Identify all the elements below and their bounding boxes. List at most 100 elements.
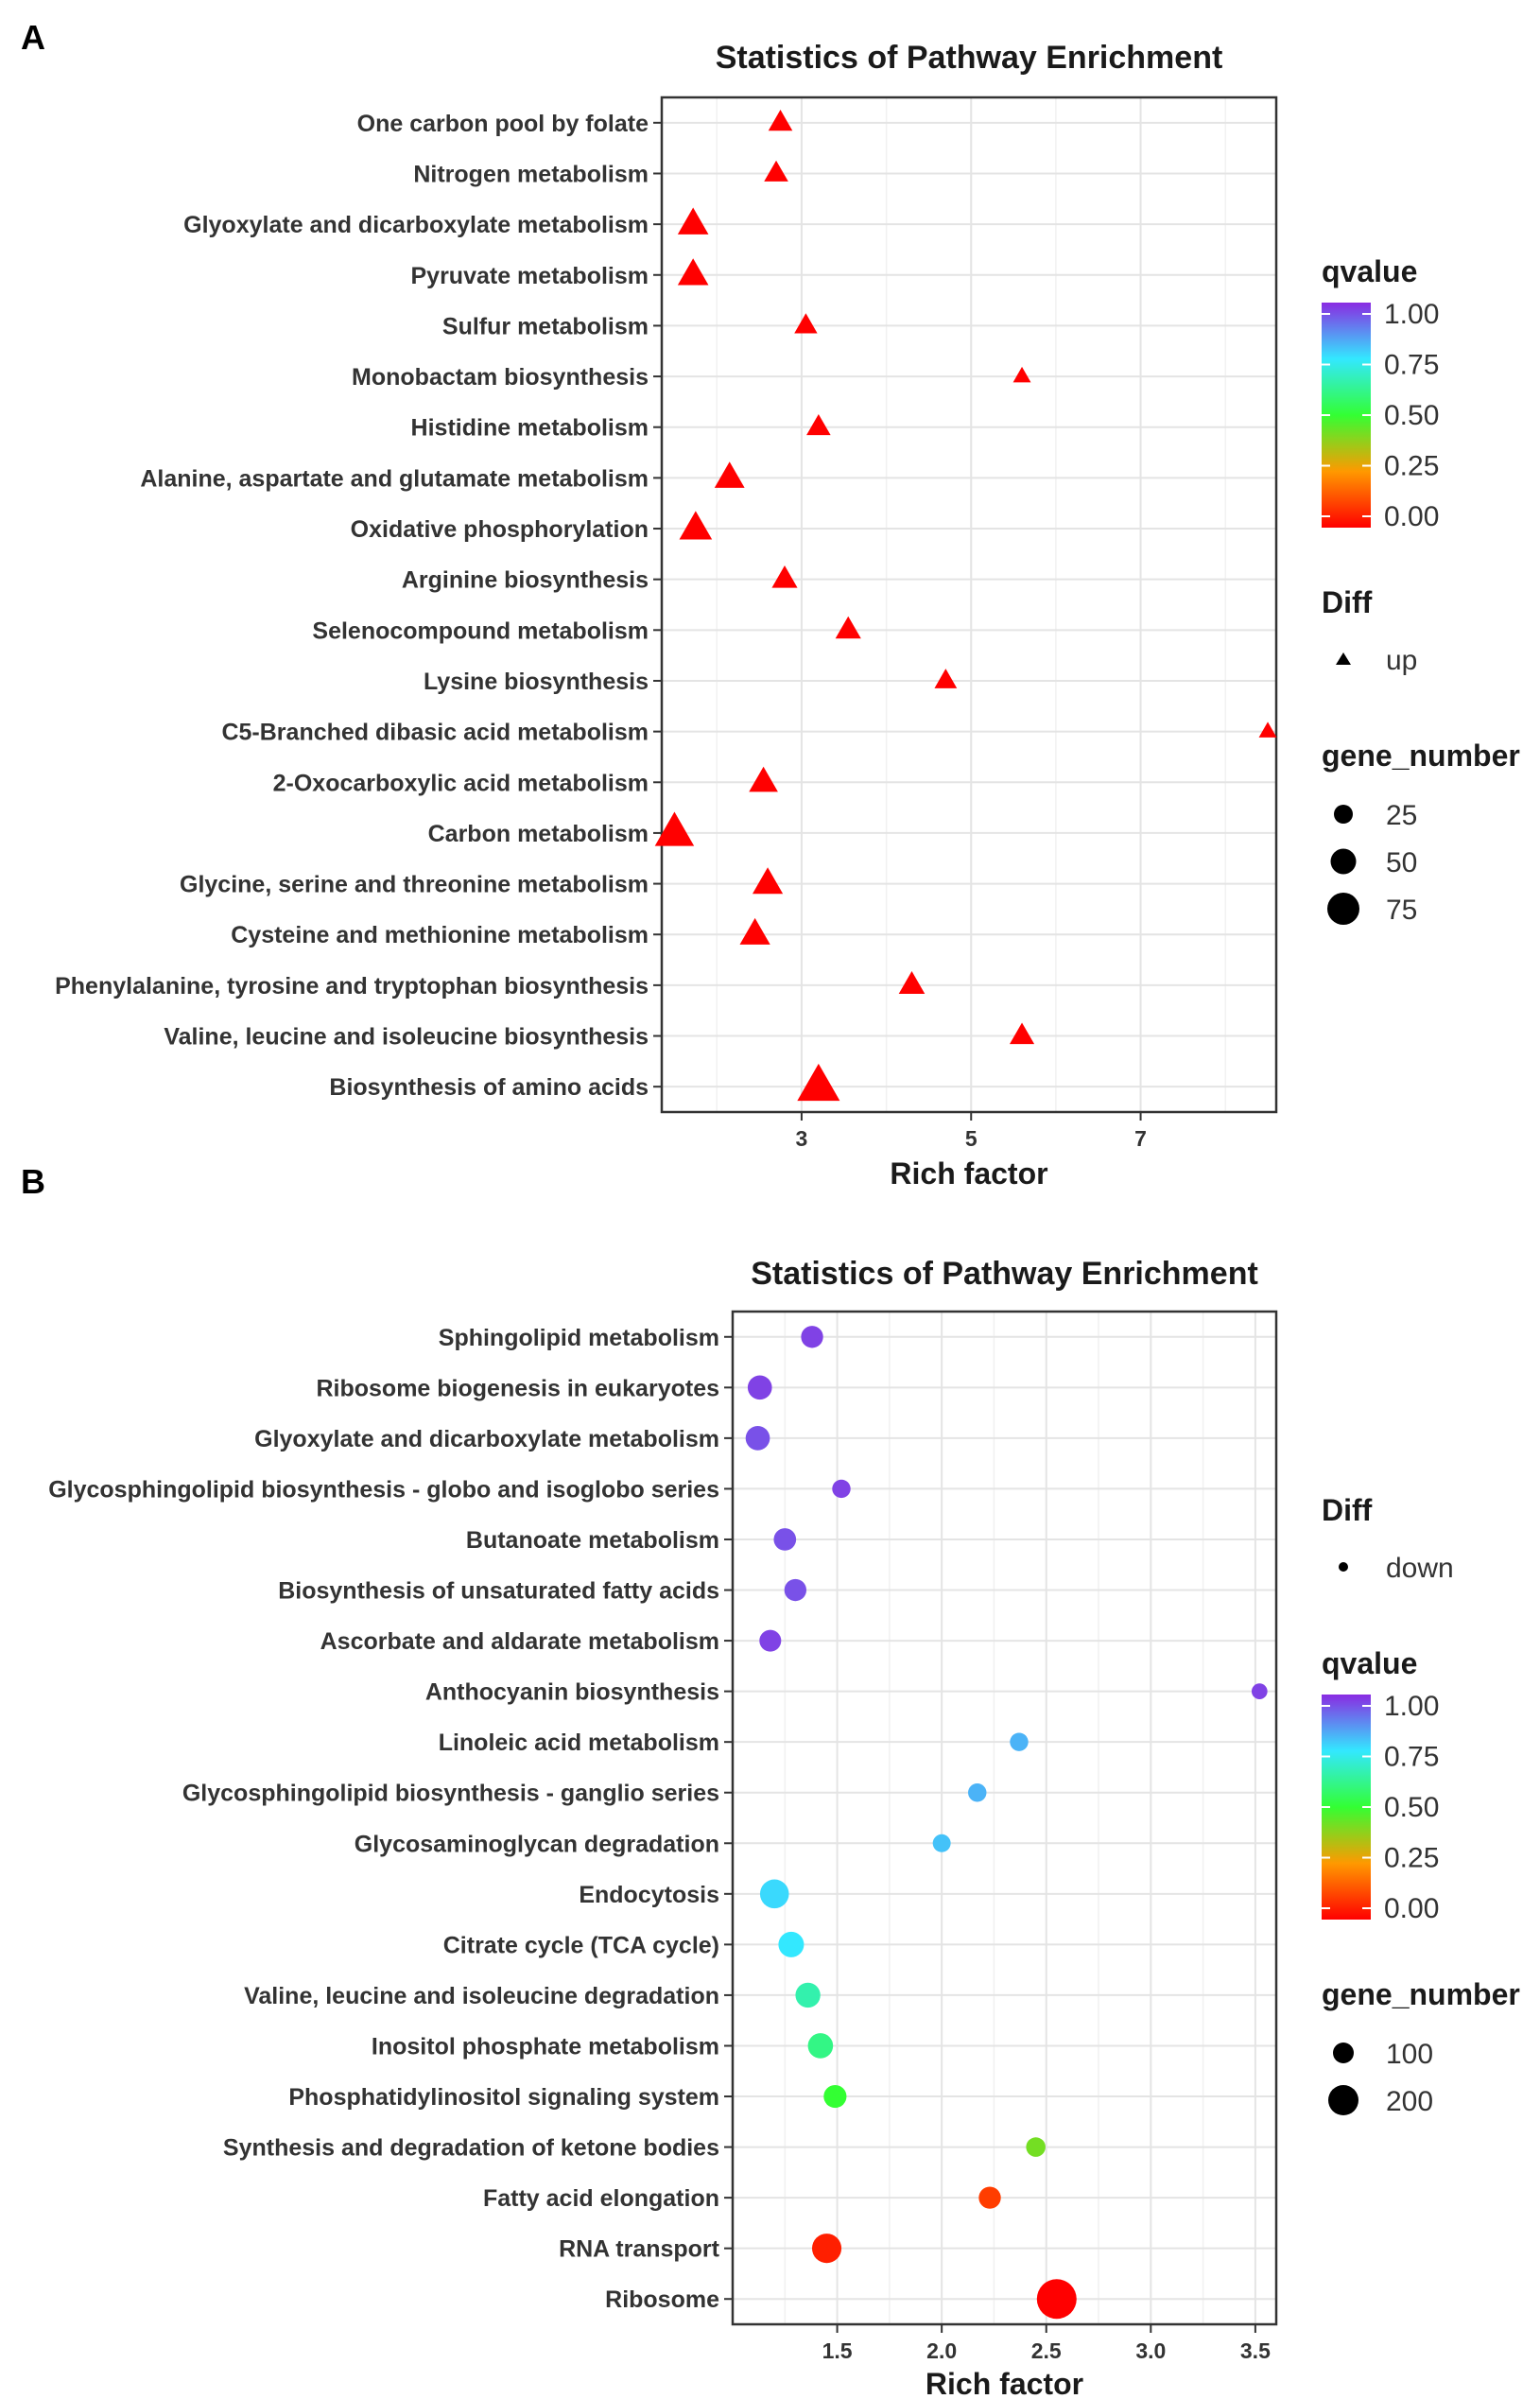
y-tick-label: Ribosome biogenesis in eukaryotes bbox=[316, 1375, 719, 1401]
plot-background bbox=[662, 97, 1276, 1112]
y-tick-label: Phenylalanine, tyrosine and tryptophan b… bbox=[55, 973, 649, 1000]
legend-size-title: gene_number bbox=[1322, 739, 1520, 773]
chart-b: Sphingolipid metabolism Ribosome biogenes… bbox=[48, 1256, 1520, 2399]
y-tick-label: Citrate cycle (TCA cycle) bbox=[443, 1932, 719, 1958]
data-point bbox=[745, 1426, 770, 1451]
legend-diff-label: down bbox=[1386, 1553, 1454, 1584]
y-tick-label: 2-Oxocarboxylic acid metabolism bbox=[273, 770, 649, 796]
legend-size-label: 75 bbox=[1386, 895, 1417, 926]
chart-title: Statistics of Pathway Enrichment bbox=[751, 1256, 1258, 1292]
y-tick-label: Cysteine and methionine metabolism bbox=[231, 922, 649, 948]
x-axis-label: Rich factor bbox=[926, 2367, 1083, 2399]
y-tick-label: Monobactam biosynthesis bbox=[352, 364, 649, 391]
legend-size-key bbox=[1328, 2085, 1358, 2115]
data-point bbox=[1012, 366, 1031, 383]
legend-size-label: 200 bbox=[1386, 2086, 1433, 2117]
data-point bbox=[778, 1931, 805, 1957]
plot-border bbox=[731, 1310, 1278, 2326]
y-tick-label: Linoleic acid metabolism bbox=[439, 1730, 719, 1756]
chart-title: Statistics of Pathway Enrichment bbox=[716, 40, 1223, 76]
data-point bbox=[898, 970, 926, 995]
legend-diff-title: Diff bbox=[1322, 1493, 1373, 1527]
y-tick-label: Selenocompound metabolism bbox=[312, 617, 649, 644]
data-point bbox=[764, 160, 788, 182]
x-tick-label: 2.0 bbox=[926, 2338, 957, 2363]
y-tick-label: Butanoate metabolism bbox=[466, 1527, 719, 1554]
data-point bbox=[679, 511, 713, 540]
data-point bbox=[801, 1326, 823, 1348]
y-tick-label: Nitrogen metabolism bbox=[413, 161, 649, 187]
y-tick-label: Ascorbate and aldarate metabolism bbox=[320, 1628, 719, 1655]
legend-size-key bbox=[1330, 848, 1357, 875]
data-point bbox=[968, 1783, 987, 1802]
y-tick-label: Alanine, aspartate and glutamate metabol… bbox=[140, 465, 649, 492]
legend-diff-key bbox=[1336, 652, 1351, 665]
legend-qvalue-title: qvalue bbox=[1322, 1646, 1417, 1680]
colorbar-label: 0.75 bbox=[1384, 1742, 1439, 1773]
y-tick-label: Inositol phosphate metabolism bbox=[372, 2033, 719, 2060]
y-tick-label: Glyoxylate and dicarboxylate metabolism bbox=[254, 1426, 719, 1452]
data-point bbox=[806, 413, 831, 436]
colorbar-label: 0.75 bbox=[1384, 350, 1439, 381]
y-tick-label: Valine, leucine and isoleucine degradati… bbox=[244, 1983, 719, 2009]
y-tick-label: Sulfur metabolism bbox=[442, 313, 649, 339]
data-point bbox=[759, 1879, 789, 1909]
data-point bbox=[1258, 721, 1277, 738]
data-point bbox=[752, 867, 784, 895]
colorbar-label: 1.00 bbox=[1384, 1691, 1439, 1722]
y-tick-label: Biosynthesis of amino acids bbox=[329, 1074, 649, 1101]
panel-a-label: A bbox=[21, 18, 45, 57]
data-point bbox=[771, 565, 798, 588]
colorbar-label: 0.50 bbox=[1384, 400, 1439, 431]
colorbar-label: 0.00 bbox=[1384, 501, 1439, 532]
y-tick-label: Glycosaminoglycan degradation bbox=[355, 1831, 719, 1857]
y-tick-label: Biosynthesis of unsaturated fatty acids bbox=[278, 1578, 719, 1605]
y-tick-label: Glycosphingolipid biosynthesis - ganglio… bbox=[182, 1781, 719, 1807]
y-tick-label: Histidine metabolism bbox=[411, 415, 649, 442]
plot-background bbox=[733, 1312, 1276, 2324]
legend-size-key bbox=[1333, 2043, 1354, 2063]
data-point bbox=[832, 1479, 851, 1499]
legend-diff-key bbox=[1339, 1562, 1348, 1572]
data-point bbox=[823, 2084, 847, 2109]
legend-size-key bbox=[1327, 893, 1359, 925]
data-point bbox=[747, 1375, 772, 1400]
legend-size-label: 100 bbox=[1386, 2039, 1433, 2070]
chart-a: One carbon pool by folate Nitrogen metabo… bbox=[55, 40, 1520, 1191]
y-tick-label: RNA transport bbox=[559, 2236, 720, 2263]
y-tick-label: Anthocyanin biosynthesis bbox=[425, 1679, 719, 1706]
x-tick-label: 3.0 bbox=[1135, 2338, 1166, 2363]
data-point bbox=[714, 461, 745, 488]
y-tick-label: Pyruvate metabolism bbox=[411, 263, 649, 289]
panel-b-label: B bbox=[21, 1162, 45, 1201]
data-point bbox=[1036, 2279, 1077, 2320]
legend-size-title: gene_number bbox=[1322, 1977, 1520, 2011]
legend-diff-label: up bbox=[1386, 645, 1417, 676]
y-tick-label: One carbon pool by folate bbox=[357, 111, 649, 137]
colorbar-label: 0.50 bbox=[1384, 1792, 1439, 1823]
x-tick-label: 3.5 bbox=[1240, 2338, 1271, 2363]
x-axis-label: Rich factor bbox=[890, 1156, 1047, 1191]
data-point bbox=[1009, 1022, 1035, 1045]
legend-qvalue-title: qvalue bbox=[1322, 254, 1417, 288]
data-point bbox=[677, 258, 709, 286]
x-tick-label: 5 bbox=[965, 1126, 978, 1151]
y-tick-label: Glycosphingolipid biosynthesis - globo a… bbox=[48, 1476, 719, 1503]
colorbar-label: 1.00 bbox=[1384, 299, 1439, 330]
x-tick-label: 7 bbox=[1134, 1126, 1147, 1151]
y-tick-label: Ribosome bbox=[605, 2286, 719, 2313]
data-point bbox=[759, 1629, 782, 1652]
colorbar-label: 0.25 bbox=[1384, 451, 1439, 482]
data-point bbox=[677, 207, 709, 235]
y-tick-label: Glycine, serine and threonine metabolism bbox=[180, 872, 649, 898]
y-tick-label: Oxidative phosphorylation bbox=[351, 516, 649, 543]
legend-size-label: 50 bbox=[1386, 847, 1417, 878]
colorbar-label: 0.25 bbox=[1384, 1843, 1439, 1874]
data-point bbox=[773, 1528, 797, 1551]
y-tick-label: Endocytosis bbox=[579, 1882, 719, 1908]
y-tick-label: Valine, leucine and isoleucine biosynthe… bbox=[164, 1024, 649, 1051]
data-point bbox=[768, 110, 793, 131]
y-tick-label: Fatty acid elongation bbox=[483, 2185, 719, 2212]
y-tick-label: Sphingolipid metabolism bbox=[439, 1325, 719, 1351]
